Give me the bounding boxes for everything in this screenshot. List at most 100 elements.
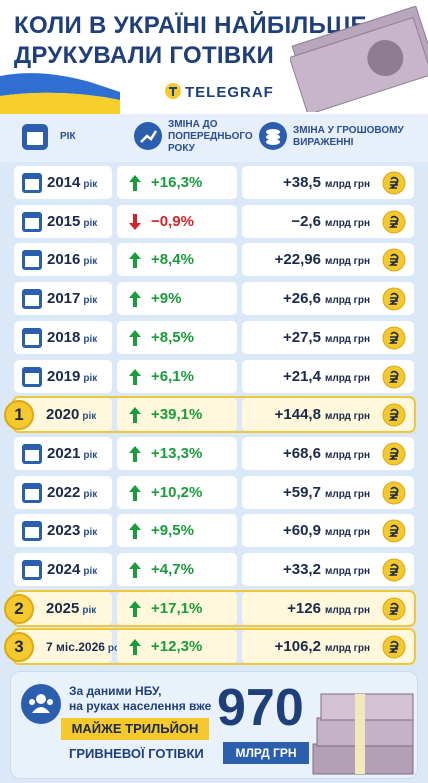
year-cell: 2022 рік (14, 475, 112, 509)
amount-value: +33,2 (282, 561, 321, 578)
amount-value: +27,5 (282, 328, 321, 346)
title: ДРУКУВАЛИ ГОТІВКИ (14, 42, 275, 69)
amount-value: +38,5 (282, 174, 321, 191)
amount-value: +22,96 (274, 251, 321, 269)
year: 2023 рік (47, 522, 97, 540)
change-cell: −0,9% (117, 204, 237, 238)
change-cell: +17,1% (117, 591, 237, 625)
amount: +21,4 млрд грн (283, 368, 370, 386)
calendar-icon (22, 250, 42, 275)
year-text: 2023 (47, 522, 81, 540)
change-cell: +12,3% (117, 630, 237, 664)
trend-arrow (129, 523, 141, 544)
footer-text: ГРИВНЕВОЇ ГОТІВКИ (69, 746, 204, 761)
amount-value: −2,6 (291, 212, 321, 230)
hryvnia-coin (382, 403, 406, 432)
header: КОЛИ В УКРАЇНІ НАЙБІЛЬШЕ ДРУКУВАЛИ ГОТІВ… (0, 0, 428, 114)
year-suffix: рік (83, 295, 98, 307)
change-cell: +16,3% (117, 166, 237, 199)
year: 2014 рік (47, 174, 97, 192)
table-row: 2021 рік +13,3% +68,6 млрд грн (14, 436, 414, 471)
amount-unit: млрд грн (324, 217, 370, 229)
year-cell: 2016 рік (14, 243, 112, 277)
amount-unit: млрд грн (324, 411, 370, 423)
year-text: 2024 (47, 561, 81, 578)
calendar-icon (22, 173, 42, 198)
year-cell: 2023 рік (14, 514, 112, 548)
amount-cell: +126 млрд грн (242, 591, 414, 625)
table-row: 2025 рік +17,1% +126 млрд грн 2 (4, 589, 416, 627)
amount-cell: +68,6 млрд грн (242, 436, 414, 471)
hryvnia-coin (382, 442, 406, 471)
year: 2025 рік (46, 600, 96, 618)
change-cell: +4,7% (117, 553, 237, 586)
calendar-icon (22, 521, 42, 546)
calendar-icon (22, 289, 42, 314)
money-stack (312, 693, 414, 775)
amount: +144,8 млрд грн (275, 406, 370, 424)
year-suffix: рік (83, 449, 98, 461)
calendar-icon (22, 443, 42, 469)
title: КОЛИ В УКРАЇНІ НАЙБІЛЬШЕ (14, 12, 367, 39)
chart-icon (134, 122, 162, 150)
amount-cell: +38,5 млрд грн (242, 166, 414, 199)
footer-unit: МЛРД ГРН (223, 742, 309, 764)
hryvnia-coin (382, 365, 406, 394)
amount-unit: млрд грн (324, 372, 370, 384)
change-cell: +8,5% (117, 320, 237, 354)
calendar-icon (22, 482, 42, 508)
column-header: РІК (60, 131, 76, 142)
hryvnia-coin (382, 248, 406, 277)
column-headers: РІК ЗМІНА ДО ПОПЕРЕДНЬОГО РОКУ ЗМІНА У Г… (0, 114, 428, 162)
change-cell: +9% (117, 282, 237, 316)
year: 2018 рік (47, 329, 97, 347)
year-cell: 2024 рік (14, 553, 112, 586)
year-cell: 2019 рік (14, 359, 112, 393)
year-suffix: рік (83, 179, 98, 190)
amount-cell: +21,4 млрд грн (242, 359, 414, 394)
change-value: +17,1% (151, 599, 203, 617)
trend-arrow (129, 291, 141, 312)
amount-unit: млрд грн (324, 643, 370, 655)
amount: +27,5 млрд грн (283, 329, 370, 347)
amount-cell: +26,6 млрд грн (242, 282, 414, 316)
trend-arrow (129, 213, 141, 235)
change-value: +10,2% (151, 483, 203, 501)
amount-cell: +59,7 млрд грн (242, 475, 414, 509)
year-suffix: рік (83, 217, 98, 229)
hryvnia-coin (382, 287, 406, 316)
footer-text: на руках населення вже (69, 699, 212, 713)
amount-cell: −2,6 млрд грн (242, 204, 414, 239)
year-text: 2020 (46, 406, 80, 424)
change-cell: +6,1% (117, 359, 237, 393)
change-cell: +13,3% (117, 436, 237, 470)
table-row: 2015 рік −0,9% −2,6 млрд грн (14, 204, 414, 239)
amount-cell: +27,5 млрд грн (242, 320, 414, 354)
amount-value: +21,4 (282, 367, 321, 385)
table-row: 2022 рік +10,2% +59,7 млрд грн (14, 475, 414, 509)
trend-arrow (129, 639, 141, 660)
rank-badge: 1 (4, 400, 34, 431)
change-value: +13,3% (151, 444, 203, 462)
trend-arrow (129, 484, 141, 506)
amount-value: +68,6 (282, 444, 321, 462)
year-cell: 2014 рік (14, 166, 112, 199)
hryvnia-coin (382, 210, 406, 239)
year-text: 2018 (47, 328, 81, 346)
amount-value: +126 (287, 599, 321, 617)
table-row: 2014 рік +16,3% +38,5 млрд грн (14, 166, 414, 199)
amount-unit: млрд грн (324, 566, 370, 577)
year-suffix: рік (82, 411, 97, 423)
year: 2020 рік (46, 406, 96, 424)
trend-arrow (129, 329, 141, 351)
amount-unit: млрд грн (324, 295, 370, 307)
highlight-border (12, 628, 416, 666)
amount: +126 млрд грн (287, 600, 370, 618)
brand: TELEGRAF (185, 84, 274, 101)
amount: +60,9 млрд грн (283, 522, 370, 540)
year-cell: 2015 рік (14, 204, 112, 238)
amount: +26,6 млрд грн (283, 290, 370, 308)
calendar-icon (22, 560, 42, 585)
